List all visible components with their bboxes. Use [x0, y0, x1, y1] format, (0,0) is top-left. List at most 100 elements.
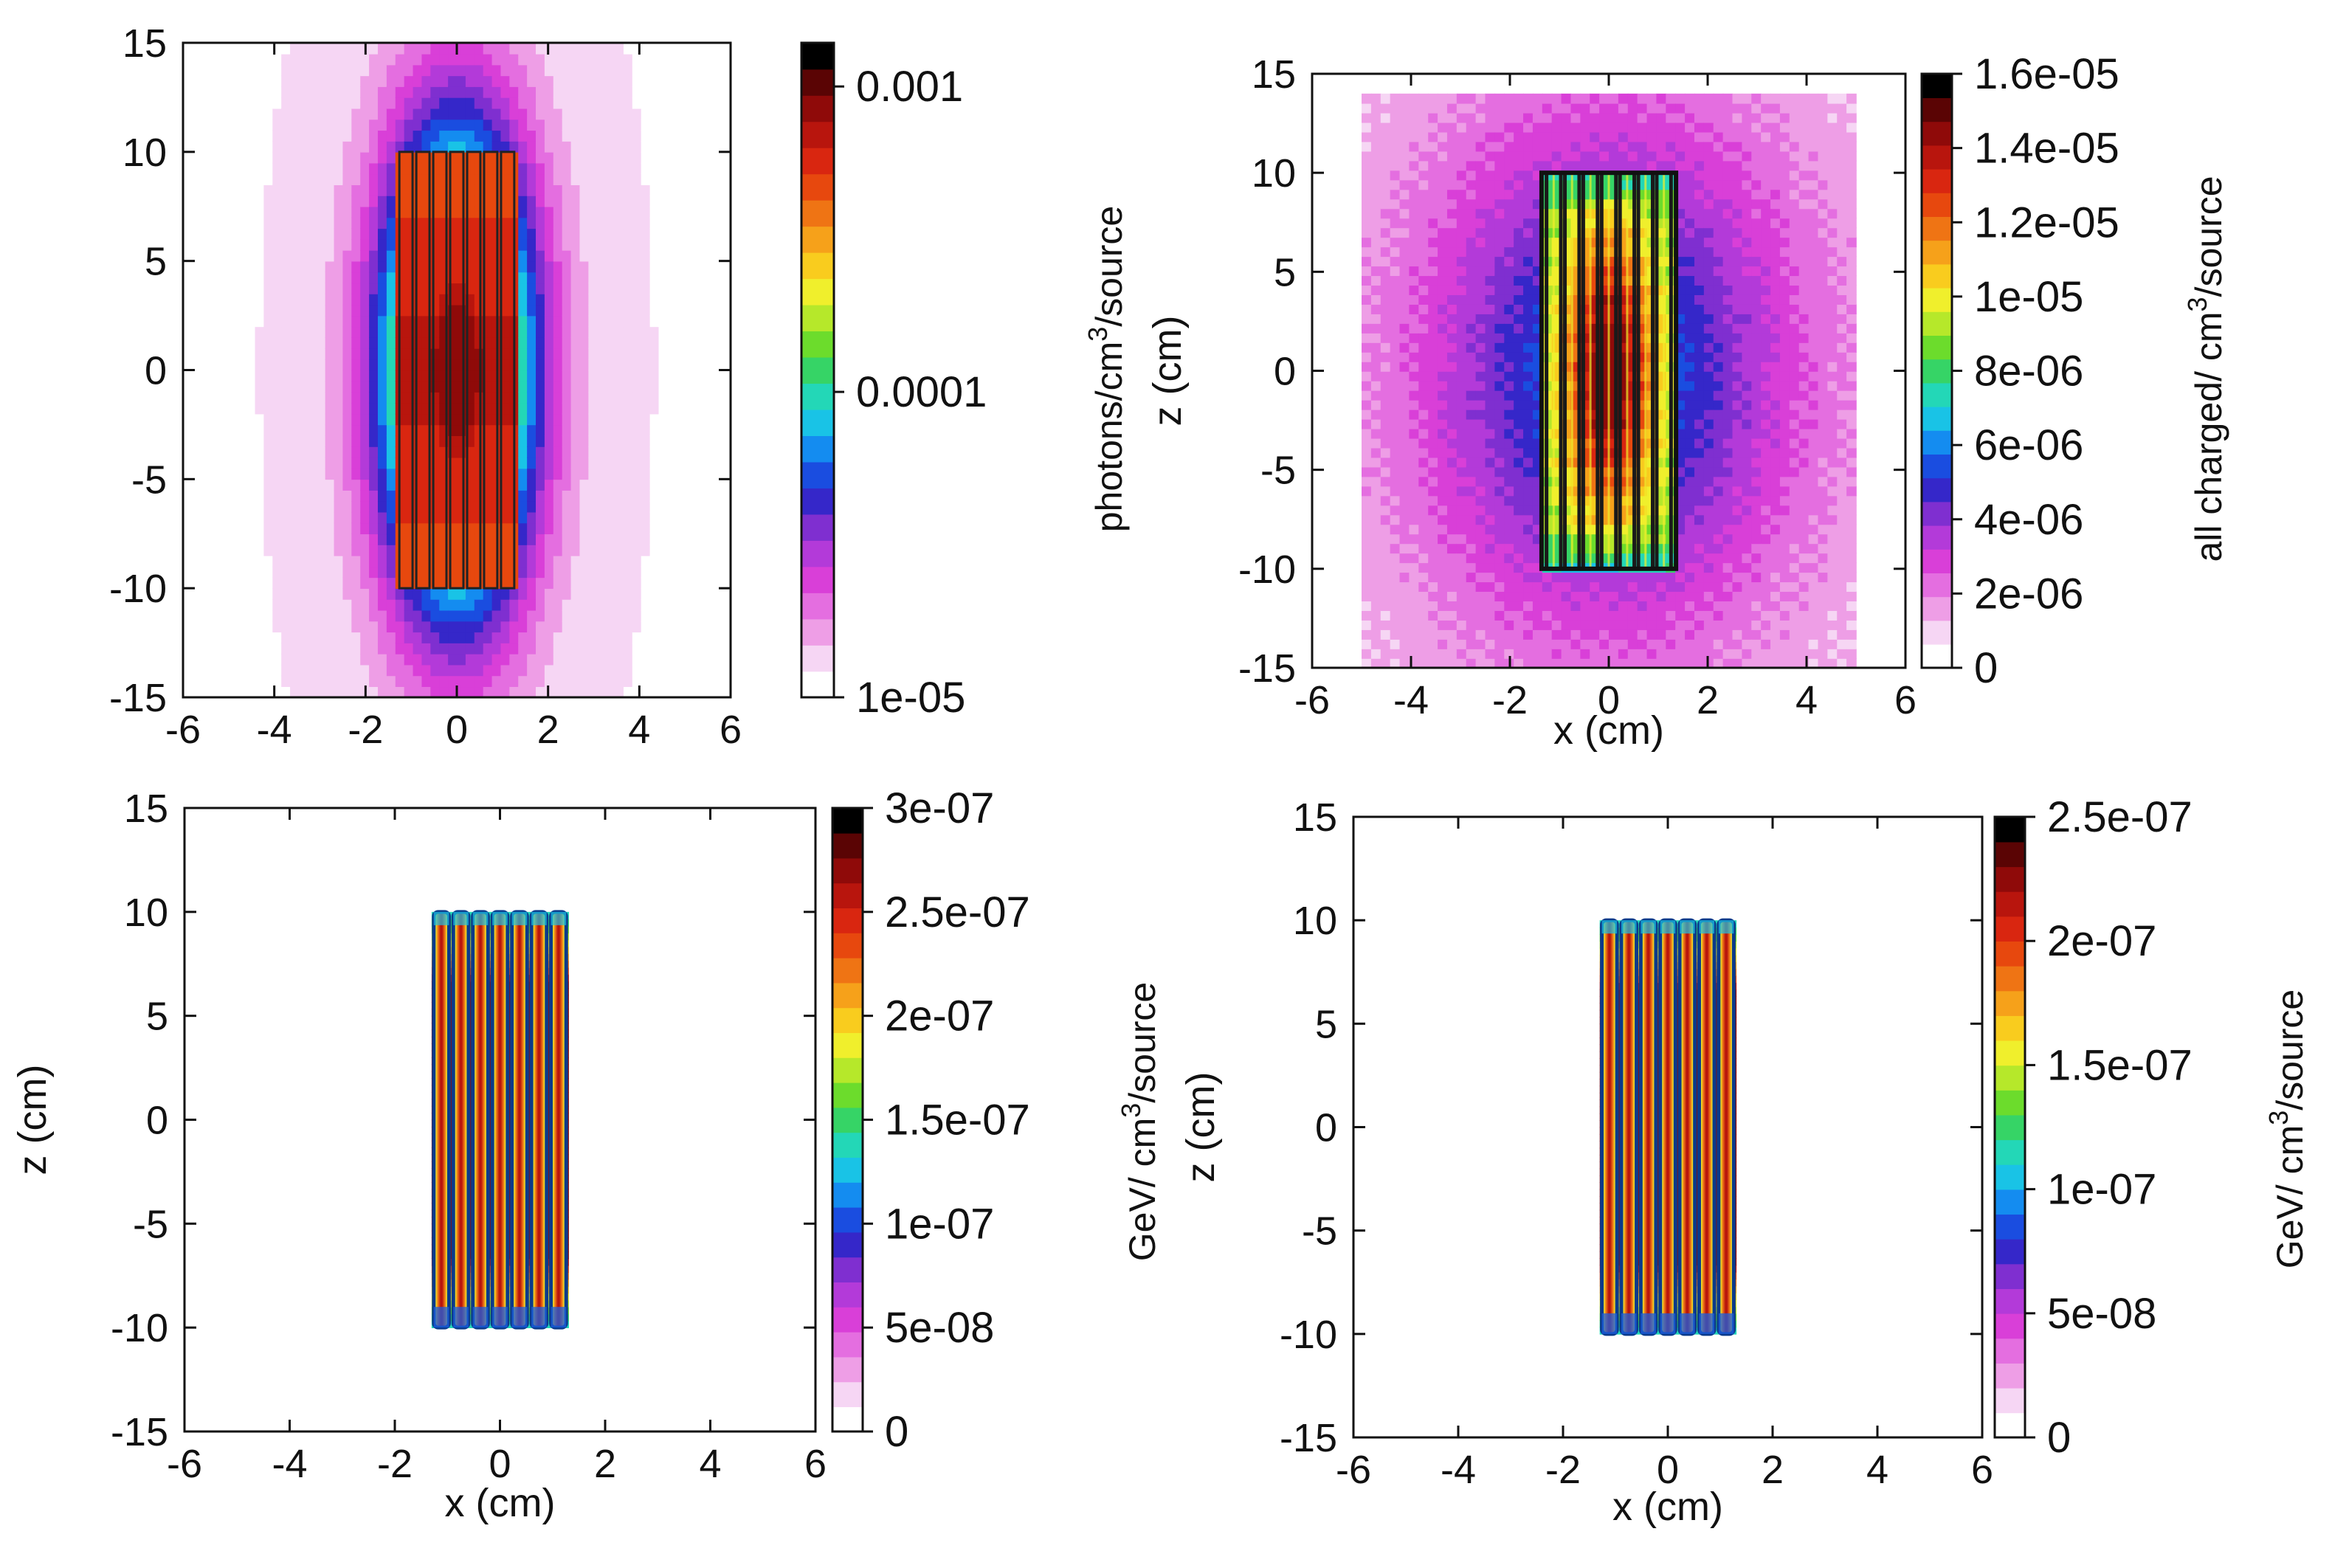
heatmap-cell: [641, 294, 651, 305]
heatmap-cell: [255, 54, 265, 66]
heatmap-cell: [1409, 113, 1419, 123]
heatmap-cell: [263, 250, 273, 262]
heatmap-cell: [430, 501, 440, 513]
heatmap-cell: [1428, 103, 1438, 114]
heatmap-cell: [1580, 601, 1590, 611]
heatmap-cell: [483, 119, 493, 131]
heatmap-cell: [588, 588, 598, 600]
heatmap-cell: [527, 414, 537, 426]
heatmap-cell: [1447, 94, 1458, 104]
heatmap-cell: [1466, 390, 1477, 401]
heatmap-cell: [342, 479, 352, 491]
heatmap-cell: [448, 65, 458, 77]
heatmap-cell: [334, 43, 344, 55]
heatmap-cell: [1381, 524, 1391, 534]
heatmap-cell: [387, 556, 396, 567]
heatmap-cell: [430, 665, 440, 677]
heatmap-cell: [272, 294, 282, 305]
heatmap-cell: [1542, 581, 1553, 592]
heatmap-cell: [325, 370, 335, 382]
heatmap-cell: [246, 108, 256, 120]
heatmap-cell: [342, 119, 352, 131]
heatmap-cell: [1381, 190, 1391, 200]
heatmap-cell: [413, 490, 423, 502]
heatmap-cell: [1418, 342, 1429, 353]
heatmap-cell: [475, 414, 484, 426]
heatmap-cell: [667, 43, 677, 55]
heatmap-cell: [518, 228, 528, 240]
heatmap-cell: [1514, 218, 1524, 228]
heatmap-cell: [667, 86, 677, 98]
heatmap-cell: [229, 218, 238, 229]
heatmap-cell: [272, 577, 282, 589]
heatmap-cell: [536, 348, 545, 360]
heatmap-cell: [334, 152, 344, 164]
heatmap-cell: [1447, 246, 1458, 257]
heatmap-cell: [1514, 429, 1524, 439]
heatmap-cell: [334, 632, 344, 643]
heatmap-cell: [1494, 113, 1505, 123]
heatmap-cell: [1628, 639, 1638, 649]
heatmap-cell: [308, 250, 317, 262]
heatmap-cell: [263, 152, 273, 164]
heatmap-cell: [378, 501, 387, 513]
colorbar-swatch: [801, 43, 834, 69]
heatmap-cell: [1381, 486, 1391, 497]
heatmap-cell: [641, 610, 651, 622]
heatmap-cell: [500, 141, 510, 153]
heatmap-cell: [360, 675, 370, 687]
heatmap-cell: [1476, 256, 1486, 266]
heatmap-cell: [238, 599, 247, 611]
heatmap-cell: [606, 556, 615, 567]
heatmap-cell: [1523, 132, 1534, 142]
heatmap-cell: [457, 479, 466, 491]
heatmap-cell: [238, 392, 247, 404]
heatmap-cell: [413, 686, 423, 698]
heatmap-cell: [317, 556, 326, 567]
heatmap-cell: [351, 54, 361, 66]
heatmap-cell: [1494, 610, 1505, 621]
heatmap-cell: [1457, 581, 1467, 592]
heatmap-cell: [1476, 601, 1486, 611]
heatmap-cell: [615, 218, 624, 229]
heatmap-cell: [1371, 103, 1381, 114]
heatmap-cell: [606, 501, 615, 513]
heatmap-cell: [1590, 151, 1600, 162]
heatmap-cell: [1457, 122, 1467, 133]
heatmap-cell: [1400, 314, 1410, 324]
heatmap-cell: [597, 577, 607, 589]
heatmap-cell: [588, 108, 598, 120]
heatmap-cell: [1476, 323, 1486, 334]
heatmap-cell: [246, 326, 256, 338]
heatmap-cell: [229, 599, 238, 611]
heatmap-cell: [597, 184, 607, 196]
heatmap-cell: [1562, 591, 1572, 601]
heatmap-cell: [1438, 190, 1448, 200]
heatmap-cell: [1590, 649, 1600, 659]
heatmap-cell: [509, 54, 519, 66]
heatmap-cell: [1371, 113, 1381, 123]
heatmap-cell: [1428, 553, 1438, 563]
heatmap-cell: [588, 337, 598, 349]
heatmap-cell: [650, 370, 660, 382]
heatmap-cell: [1400, 457, 1410, 468]
heatmap-cell: [1476, 170, 1486, 181]
heatmap-cell: [527, 621, 537, 633]
heatmap-cell: [641, 75, 651, 87]
heatmap-cell: [667, 522, 677, 534]
heatmap-cell: [1494, 333, 1505, 343]
heatmap-cell: [509, 141, 519, 153]
heatmap-cell: [624, 348, 633, 360]
heatmap-cell: [1438, 649, 1448, 659]
heatmap-cell: [579, 316, 589, 328]
heatmap-cell: [1466, 496, 1477, 506]
heatmap-cell: [606, 370, 615, 382]
heatmap-cell: [1466, 601, 1477, 611]
heatmap-cell: [1400, 601, 1410, 611]
heatmap-cell: [641, 86, 651, 98]
heatmap-cell: [448, 599, 458, 611]
heatmap-cell: [1514, 256, 1524, 266]
heatmap-cell: [492, 632, 502, 643]
heatmap-cell: [483, 632, 493, 643]
heatmap-cell: [527, 359, 537, 371]
